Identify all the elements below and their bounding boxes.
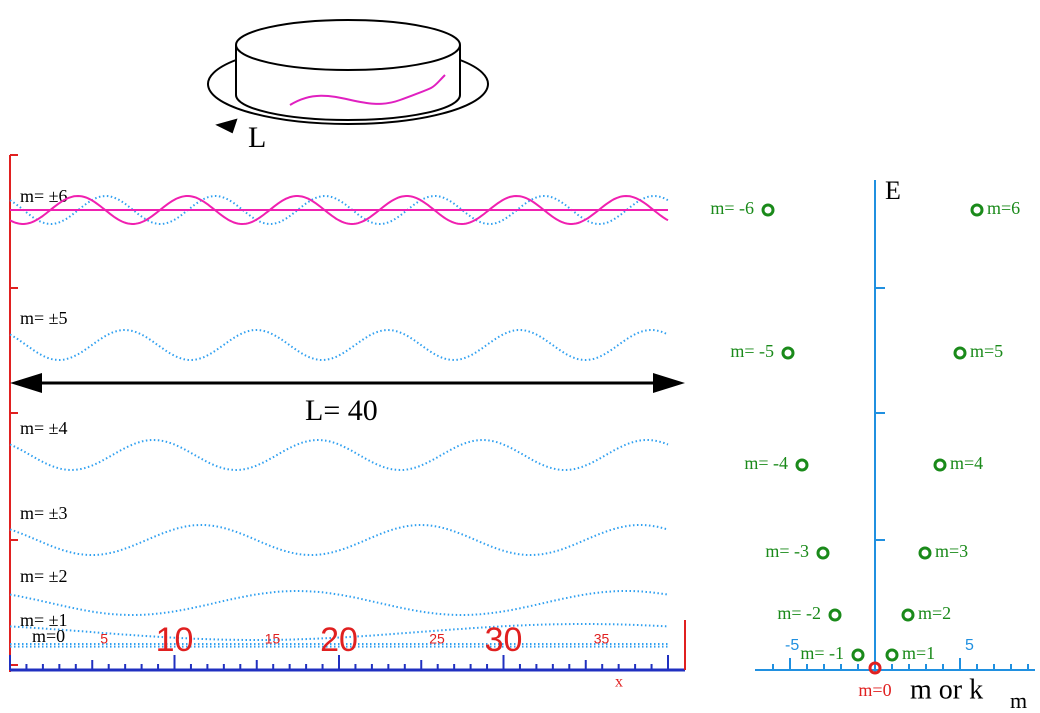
m-tick-label: -5 [785, 637, 799, 654]
point-label: m= -4 [744, 453, 788, 473]
m-tick-label: 5 [965, 637, 974, 654]
ring [208, 20, 488, 132]
point-label: m=5 [970, 341, 1003, 361]
wave [10, 525, 668, 555]
x-major-label: 20 [320, 621, 358, 659]
point-label: m=4 [950, 453, 983, 473]
point-label: m= -5 [730, 341, 774, 361]
point-label: m= -6 [710, 198, 754, 218]
point-label: m= -3 [765, 541, 809, 561]
energy-label: E [885, 176, 901, 205]
wave-label: m= ±2 [20, 566, 68, 586]
x-major-label: 10 [156, 621, 194, 659]
energy-point [830, 610, 840, 620]
diagram: L L= 40 x E m or k m m= ±6m= ±5m= ±4m= ±… [0, 0, 1040, 713]
x-minor-label: 15 [265, 631, 281, 647]
energy-point [903, 610, 913, 620]
point-label: m=2 [918, 603, 951, 623]
wave [10, 330, 668, 360]
point-label: m=1 [902, 643, 935, 663]
energy-point [972, 205, 982, 215]
energy-point [935, 460, 945, 470]
energy-point [797, 460, 807, 470]
x-minor-label: 5 [100, 631, 108, 647]
point-label: m=3 [935, 541, 968, 561]
point-label: m= -2 [777, 603, 821, 623]
wave-label: m=0 [32, 626, 65, 646]
wave-label: m= ±3 [20, 503, 68, 523]
length-label: L= 40 [305, 394, 378, 427]
ring-label: L [248, 121, 266, 154]
energy-point [853, 650, 863, 660]
m-axis-subscript: m [1010, 688, 1027, 713]
energy-point [920, 548, 930, 558]
x-minor-label: 35 [594, 631, 610, 647]
energy-point [783, 348, 793, 358]
energy-point [763, 205, 773, 215]
point-label: m=0 [858, 680, 891, 700]
length-arrow [10, 373, 685, 393]
energy-point [887, 650, 897, 660]
m-axis-label: m or k [910, 674, 983, 705]
wave-label: m= ±4 [20, 418, 68, 438]
energy-point [955, 348, 965, 358]
wave-label: m= ±5 [20, 308, 68, 328]
point-label: m=6 [987, 198, 1020, 218]
point-label: m= -1 [800, 643, 844, 663]
wave [10, 440, 668, 470]
wave [10, 591, 668, 615]
x-axis-label: x [615, 674, 623, 691]
x-minor-label: 25 [429, 631, 445, 647]
x-major-label: 30 [485, 621, 523, 659]
energy-point [818, 548, 828, 558]
